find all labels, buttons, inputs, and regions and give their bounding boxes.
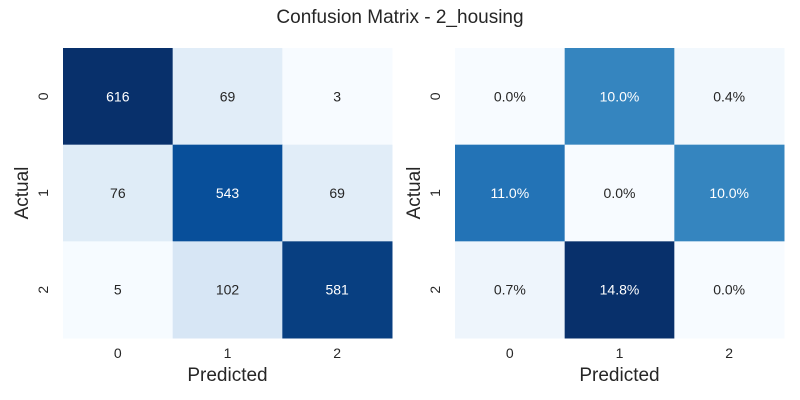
cell-value-label: 69	[220, 88, 236, 104]
x-tick-label: 1	[616, 345, 624, 361]
confusion-matrix-error-rate-panel: 0.0% 10.0% 0.4% 11.0% 0.0% 10.0% 0.7% 14.8% 0.0%…	[404, 48, 785, 386]
cell-value-label: 0.7%	[494, 282, 526, 298]
heatmap-cell	[282, 241, 393, 339]
x-tick-label: 0	[506, 345, 514, 361]
cell-value-label: 5	[114, 282, 122, 298]
cell-value-label: 0.0%	[494, 88, 526, 104]
y-tick-label: 2	[427, 286, 443, 294]
cell-value-label: 581	[325, 282, 349, 298]
heatmap-cell	[455, 144, 566, 242]
y-tick-label: 0	[427, 92, 443, 100]
x-tick-label: 2	[725, 345, 733, 361]
heatmap-cell	[455, 241, 566, 339]
heatmap-cell	[172, 241, 283, 339]
y-tick-label: 0	[35, 92, 51, 100]
cell-value-label: 543	[216, 185, 240, 201]
cell-value-label: 11.0%	[490, 185, 529, 201]
cell-value-label: 69	[329, 185, 345, 201]
confusion-matrix-counts-panel: 616 69 3 76 543 69 5 102 581 0 1 2 0 1 2 Predicted Actua…	[12, 48, 393, 386]
heatmap-cell	[63, 241, 174, 339]
heatmap-cell	[63, 144, 174, 242]
heatmap-cell	[674, 144, 785, 242]
heatmap-cell	[564, 48, 675, 146]
cell-value-label: 0.0%	[713, 282, 745, 298]
cell-value-label: 102	[216, 282, 240, 298]
cell-value-label: 76	[110, 185, 126, 201]
cell-value-label: 0.4%	[713, 88, 745, 104]
x-axis-label: Predicted	[579, 365, 659, 386]
cell-value-label: 616	[106, 88, 130, 104]
heatmap-cell	[674, 241, 785, 339]
y-tick-label: 2	[35, 286, 51, 294]
cell-value-label: 10.0%	[600, 88, 640, 104]
heatmap-cell	[282, 144, 393, 242]
heatmap-cell	[172, 48, 283, 146]
x-tick-label: 2	[333, 345, 341, 361]
cell-value-label: 3	[333, 88, 341, 104]
y-tick-label: 1	[35, 189, 51, 197]
heatmap-cell	[674, 48, 785, 146]
heatmap-cell	[172, 144, 283, 242]
figure-title: Confusion Matrix - 2_housing	[276, 7, 523, 28]
heatmap-cell	[63, 48, 174, 146]
x-tick-label: 0	[114, 345, 122, 361]
x-tick-label: 1	[224, 345, 232, 361]
heatmap-cell	[282, 48, 393, 146]
y-axis-label: Actual	[404, 167, 425, 220]
cell-value-label: 14.8%	[600, 282, 640, 298]
heatmap-cell	[455, 48, 566, 146]
cell-value-label: 10.0%	[709, 185, 749, 201]
heatmap-cell	[564, 144, 675, 242]
x-axis-label: Predicted	[187, 365, 267, 386]
heatmap-cell	[564, 241, 675, 339]
y-tick-label: 1	[427, 189, 443, 197]
y-axis-label: Actual	[12, 167, 33, 220]
cell-value-label: 0.0%	[604, 185, 636, 201]
